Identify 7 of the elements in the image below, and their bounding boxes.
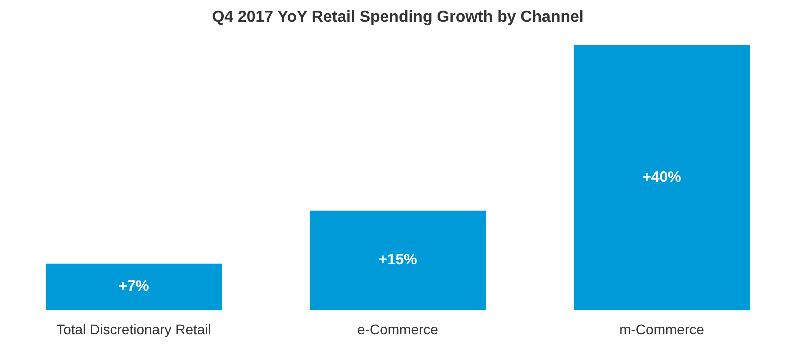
data-label: +40%: [642, 168, 682, 186]
x-tick-label: m-Commerce: [620, 321, 705, 338]
x-tick-label: e-Commerce: [358, 321, 439, 338]
data-label: +7%: [118, 278, 150, 296]
chart-title: Q4 2017 YoY Retail Spending Growth by Channel: [212, 9, 584, 26]
x-tick-label: Total Discretionary Retail: [56, 321, 212, 338]
data-label: +15%: [378, 252, 418, 269]
